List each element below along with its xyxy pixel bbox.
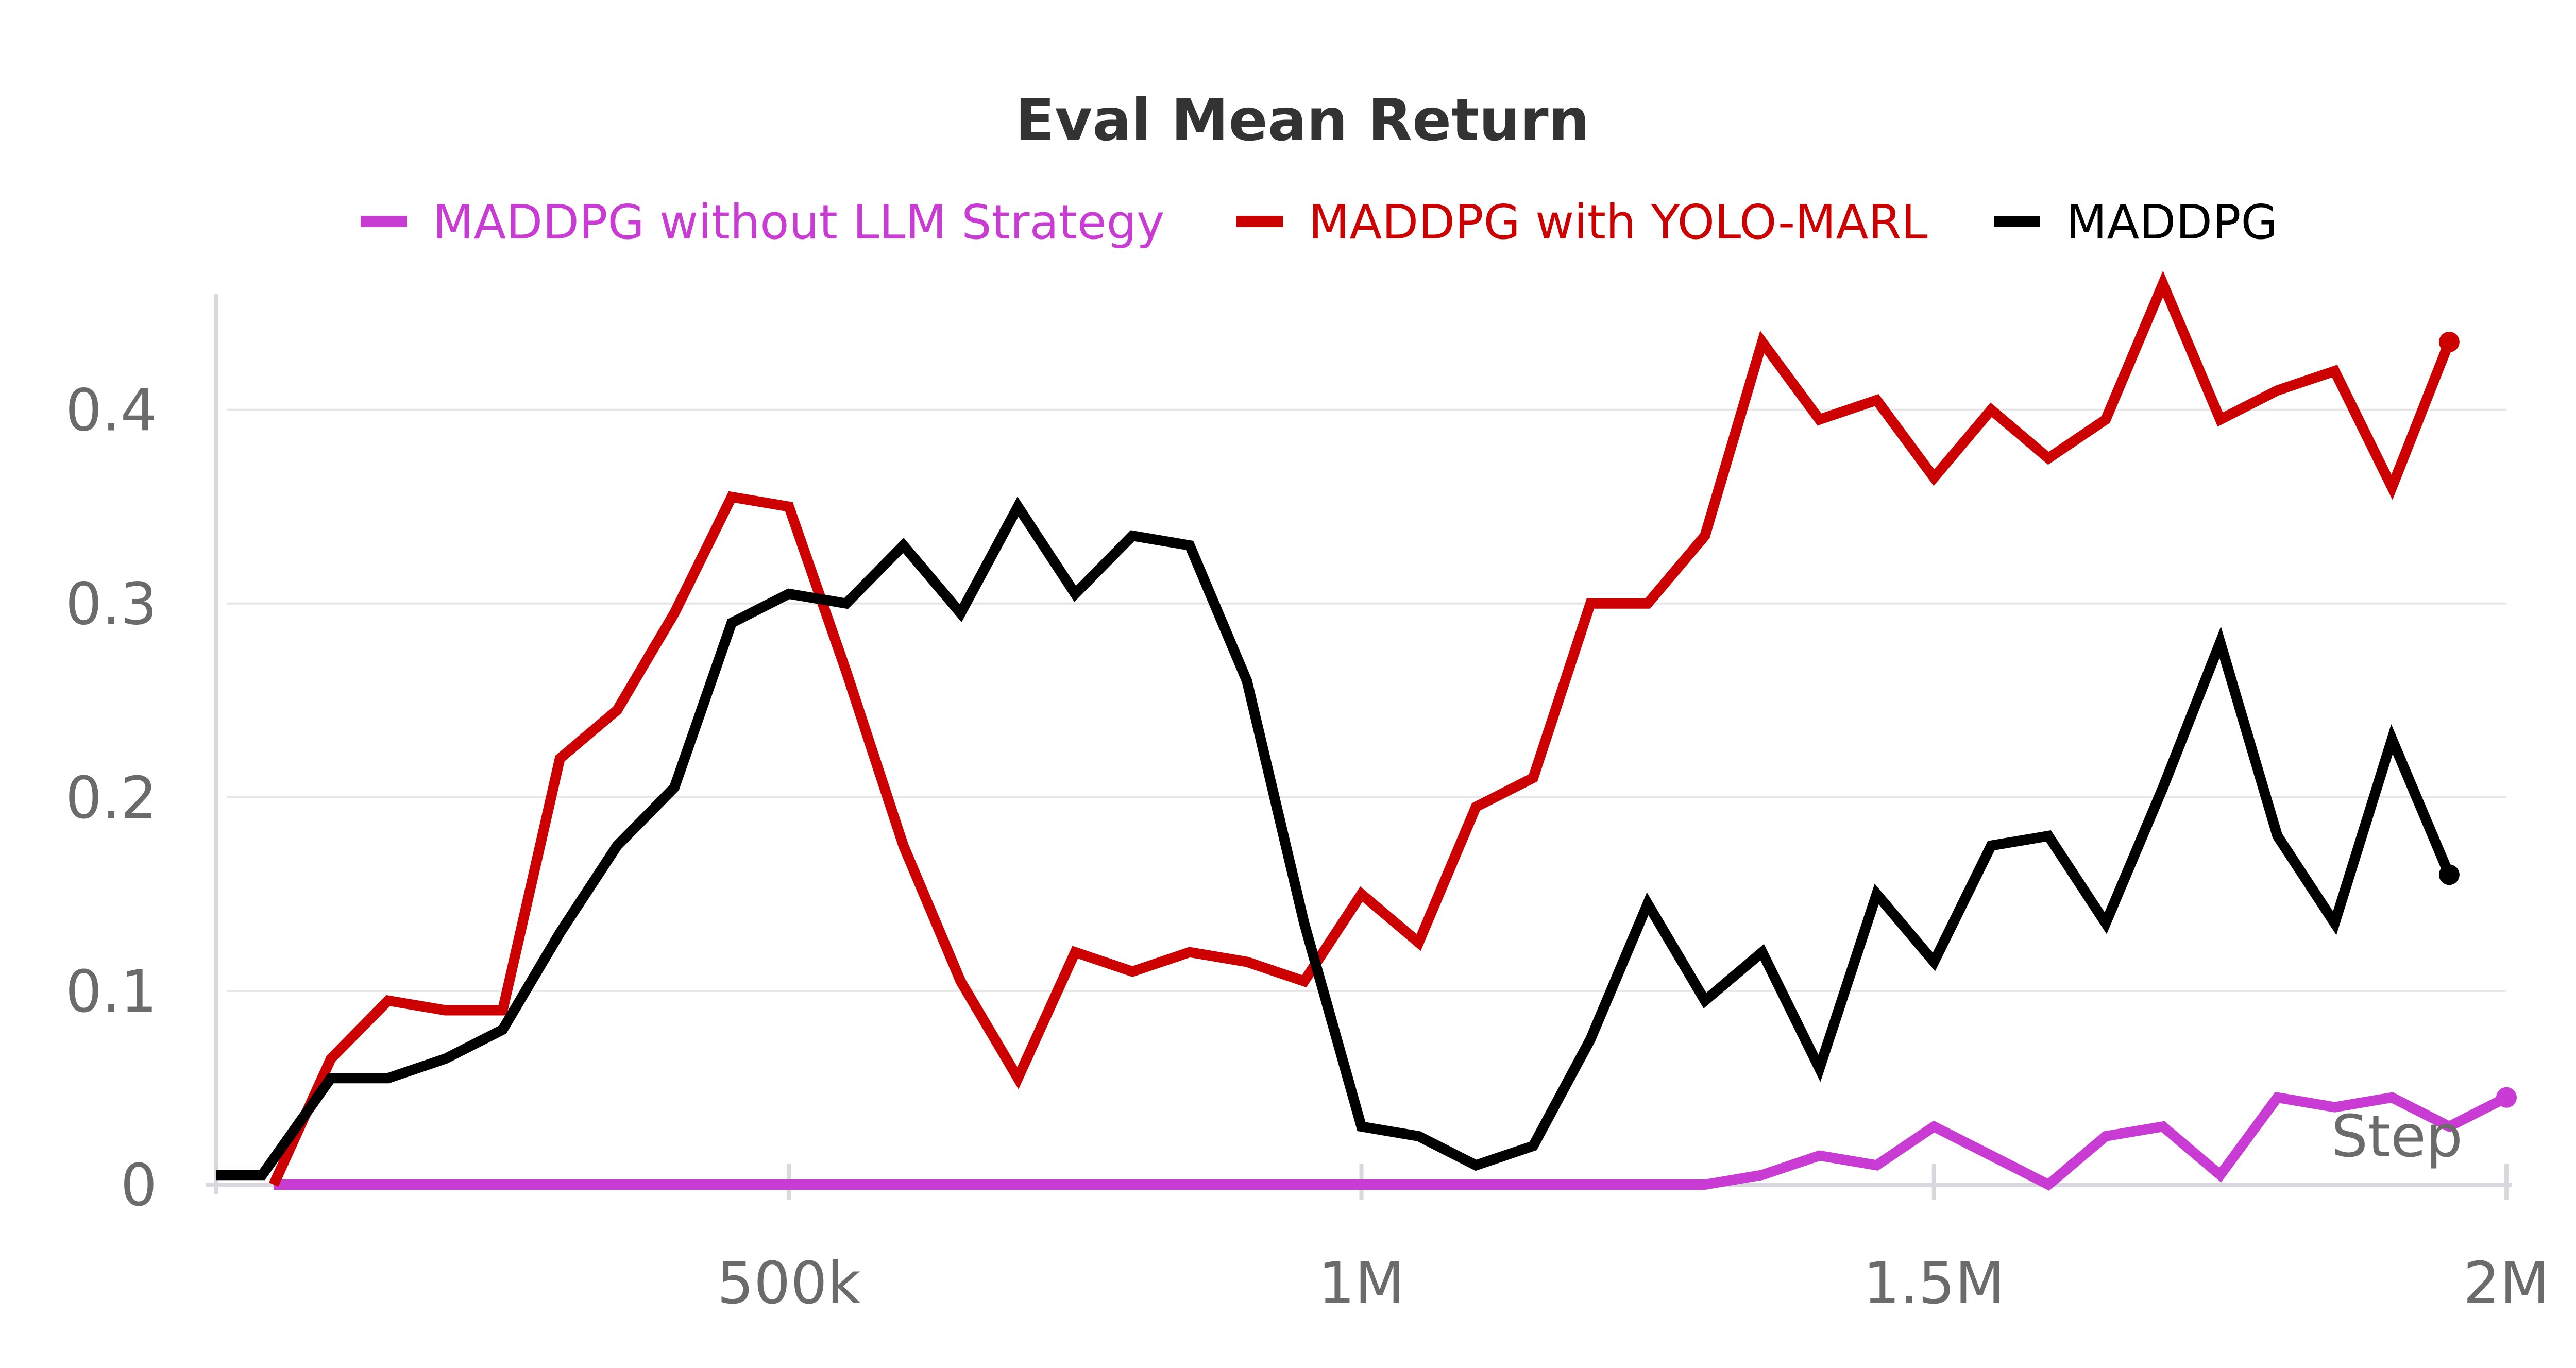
x-tick-label: 2M bbox=[2463, 1250, 2550, 1317]
y-tick-labels: 0 0.1 0.2 0.3 0.4 bbox=[65, 378, 157, 1219]
legend-item[interactable]: MADDPG bbox=[1994, 195, 2278, 250]
series-layer bbox=[216, 270, 2517, 1191]
legend: MADDPG without LLM Strategy MADDPG with Y… bbox=[361, 195, 2278, 250]
series-end-marker bbox=[2438, 332, 2460, 353]
x-tick-label: 1.5M bbox=[1863, 1250, 2005, 1317]
x-tick-label: 500k bbox=[717, 1250, 861, 1317]
series bbox=[268, 270, 2460, 1187]
legend-label: MADDPG without LLM Strategy bbox=[433, 195, 1164, 250]
series bbox=[216, 497, 2460, 1181]
y-tick-label: 0 bbox=[121, 1152, 157, 1219]
legend-item[interactable]: MADDPG without LLM Strategy bbox=[361, 195, 1164, 250]
axes bbox=[206, 294, 2512, 1194]
x-axis-label: Step bbox=[2331, 1103, 2463, 1170]
y-tick-label: 0.4 bbox=[65, 378, 157, 444]
series-end-marker bbox=[2496, 1087, 2517, 1108]
series-end-marker bbox=[2438, 864, 2460, 885]
x-ticks: 500k 1M 1.5M 2M bbox=[717, 1164, 2550, 1317]
x-tick-label: 1M bbox=[1318, 1250, 1405, 1317]
gridlines bbox=[227, 408, 2506, 992]
y-tick-label: 0.2 bbox=[65, 765, 157, 832]
series-line bbox=[268, 270, 2454, 1187]
y-tick-label: 0.3 bbox=[65, 571, 157, 638]
chart-title: Eval Mean Return bbox=[1015, 87, 1590, 154]
series bbox=[274, 1087, 2517, 1191]
series-line bbox=[216, 497, 2454, 1181]
y-tick-label: 0.1 bbox=[65, 959, 157, 1025]
legend-label: MADDPG bbox=[2066, 195, 2278, 250]
legend-item[interactable]: MADDPG with YOLO-MARL bbox=[1236, 195, 1928, 250]
series-line bbox=[274, 1091, 2509, 1191]
legend-label: MADDPG with YOLO-MARL bbox=[1309, 195, 1928, 250]
